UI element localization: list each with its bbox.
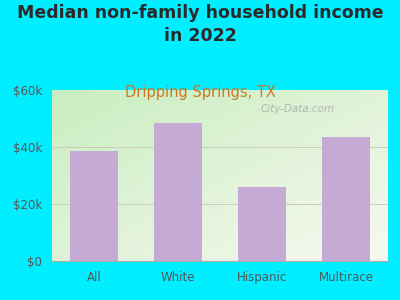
Bar [70, 151, 118, 261]
Text: Dripping Springs, TX: Dripping Springs, TX [124, 85, 276, 100]
Bar [238, 187, 286, 261]
Text: City-Data.com: City-Data.com [260, 104, 334, 114]
Text: Median non-family household income
in 2022: Median non-family household income in 20… [17, 4, 383, 45]
Bar [322, 137, 370, 261]
Bar [154, 123, 202, 261]
